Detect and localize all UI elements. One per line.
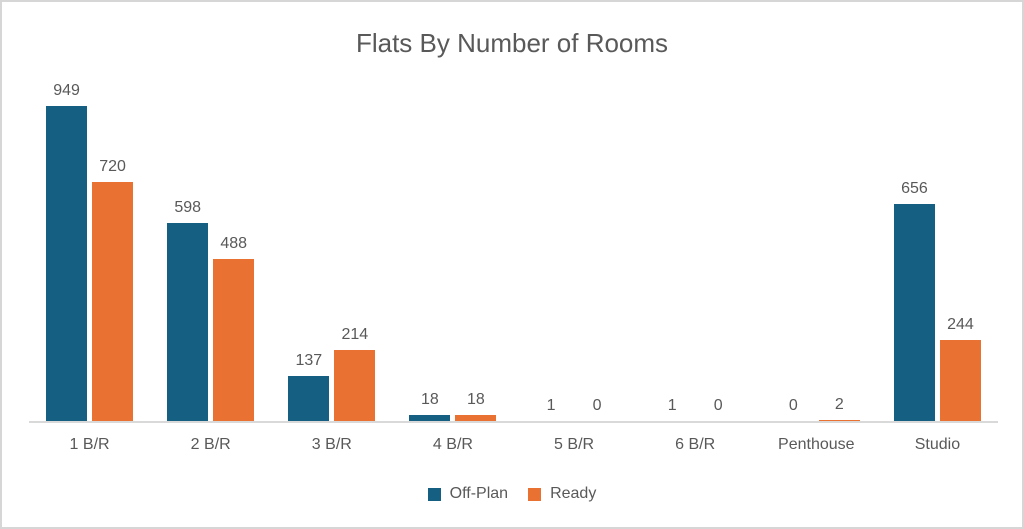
bar-data-label: 244: [947, 316, 974, 334]
legend-swatch-icon: [528, 487, 542, 501]
bar-data-label: 598: [174, 198, 202, 216]
bar-off-plan: [46, 106, 88, 421]
bar-off-plan: [167, 222, 209, 421]
category-label: 5 B/R: [554, 436, 595, 453]
bar-column: 137: [288, 351, 330, 421]
legend-item-off-plan: Off-Plan: [427, 485, 509, 503]
bar-group: 18 18: [392, 60, 513, 421]
bar-column: 18: [409, 390, 451, 421]
bar-column: 214: [334, 325, 376, 421]
bar-ready: [818, 420, 860, 421]
bar-off-plan: [893, 203, 935, 421]
bar-group: 598 488: [150, 60, 271, 421]
bar-column: 0: [773, 396, 814, 421]
bar-column: 1: [651, 396, 693, 421]
legend-item-ready: Ready: [528, 485, 596, 503]
bar-data-label: 2: [834, 396, 844, 414]
bar-data-label: 137: [295, 351, 323, 369]
x-axis-category-row: 1 B/R 2 B/R 3 B/R 4 B/R 5 B/R 6 B/R Penthouse S…: [29, 436, 998, 454]
bar-column: 18: [455, 390, 497, 421]
bar-data-label: 18: [421, 391, 439, 409]
bar-data-label: 0: [713, 397, 723, 414]
bar-column: 656: [893, 179, 935, 421]
bar-data-label: 0: [788, 397, 798, 414]
category-label: Penthouse: [778, 436, 855, 453]
bar-column: 0: [577, 396, 618, 421]
category-label: 6 B/R: [675, 436, 716, 453]
bar-off-plan: [409, 415, 451, 421]
category-label: 4 B/R: [432, 436, 473, 453]
category-label: Studio: [914, 436, 961, 453]
bar-group: 949 720: [29, 60, 150, 421]
bar-column: 598: [167, 198, 209, 421]
bar-column: 1: [530, 396, 572, 421]
x-axis-line: [29, 421, 998, 423]
bar-data-label: 1: [546, 396, 556, 414]
category-label: 1 B/R: [69, 436, 110, 453]
bar-group: 656 244: [877, 60, 998, 421]
bar-column: 2: [818, 395, 860, 421]
bar-data-label: 0: [592, 397, 602, 414]
bar-data-label: 1: [667, 396, 677, 414]
bar-data-label: 656: [901, 179, 928, 197]
category-label: 3 B/R: [311, 436, 352, 453]
chart-legend: Off-Plan Ready: [2, 485, 1022, 503]
bar-data-label: 214: [341, 326, 369, 344]
bar-column: 488: [213, 234, 255, 421]
bar-ready: [455, 415, 497, 421]
bar-data-label: 18: [467, 391, 485, 409]
bar-column: 949: [46, 81, 88, 421]
bar-ready: [939, 340, 981, 421]
bar-ready: [213, 259, 255, 421]
bar-group: 137 214: [271, 60, 392, 421]
bar-data-label: 720: [99, 158, 126, 176]
legend-swatch-icon: [427, 487, 441, 501]
bar-column: 720: [92, 157, 134, 421]
plot-area: 949 720 598 488 137 214 18 18 1 0 1 0 0 2 656 244: [29, 60, 998, 421]
legend-label: Ready: [550, 485, 597, 502]
bar-off-plan: [288, 375, 330, 421]
bar-ready: [92, 182, 134, 421]
bar-column: 0: [698, 396, 739, 421]
bar-data-label: 488: [220, 235, 248, 253]
chart-title: Flats By Number of Rooms: [355, 28, 669, 58]
category-label: 2 B/R: [190, 436, 231, 453]
legend-label: Off-Plan: [449, 485, 509, 502]
bar-ready: [334, 350, 376, 421]
bar-column: 244: [939, 315, 981, 421]
bar-data-label: 949: [53, 82, 80, 100]
